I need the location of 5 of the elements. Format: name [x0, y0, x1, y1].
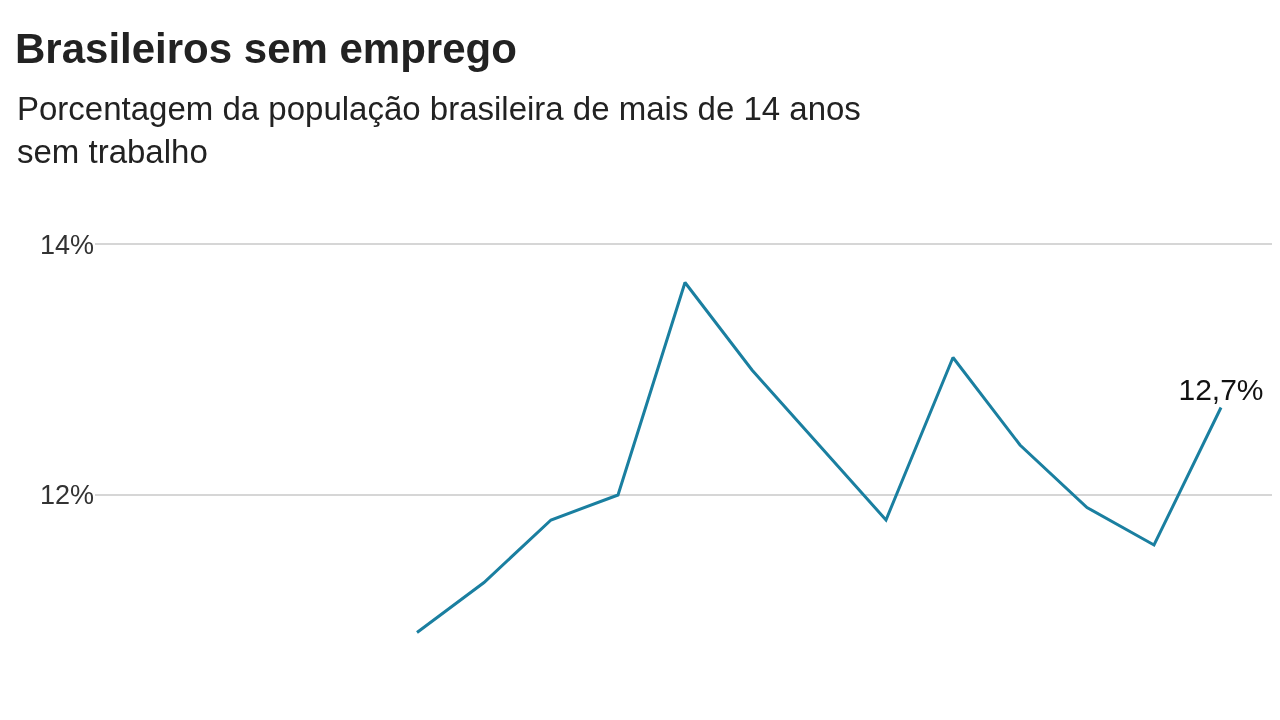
- y-tick-label: 14%: [39, 230, 94, 261]
- data-label: 12,7%: [1178, 373, 1264, 406]
- chart-title: Brasileiros sem emprego: [15, 24, 517, 72]
- chart-subtitle: Porcentagem da população brasileira de mais de 14 anos sem trabalho: [17, 90, 861, 170]
- y-tick-label: 12%: [39, 480, 94, 511]
